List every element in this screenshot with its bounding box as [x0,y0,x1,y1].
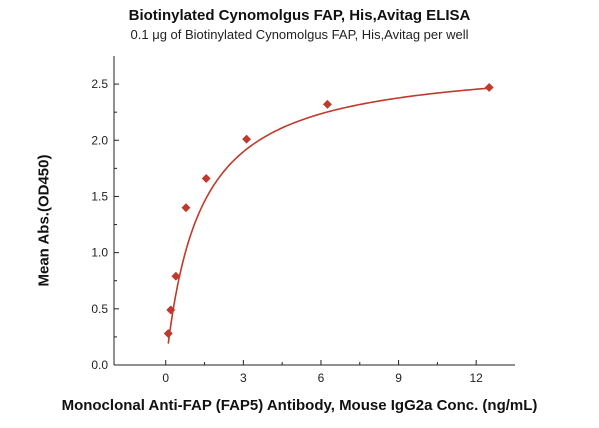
x-tick-label: 6 [318,371,325,385]
y-axis-label: Mean Abs.(OD450) [35,154,53,287]
x-tick-label: 12 [470,371,484,385]
data-point [181,203,191,213]
y-tick-label: 0.0 [91,358,108,372]
data-point [201,173,211,184]
data-point [484,82,494,93]
data-point [322,99,332,109]
data-point [166,305,176,315]
fit-curve [167,87,490,344]
y-tick-label: 2.0 [91,133,108,147]
y-tick-label: 2.5 [91,77,108,91]
data-point [163,328,173,339]
y-tick-label: 0.5 [91,302,108,316]
chart-subtitle: 0.1 μg of Biotinylated Cynomolgus FAP, H… [130,27,469,42]
y-tick-label: 1.0 [91,246,108,260]
data-point [242,134,252,144]
x-axis-label: Monoclonal Anti-FAP (FAP5) Antibody, Mou… [61,397,538,414]
chart-title: Biotinylated Cynomolgus FAP, His,Avitag … [128,7,471,24]
y-tick-label: 1.5 [91,189,108,203]
x-tick-label: 0 [162,371,169,385]
data-point [171,271,181,281]
x-tick-label: 3 [240,371,247,385]
x-tick-label: 9 [395,371,402,385]
